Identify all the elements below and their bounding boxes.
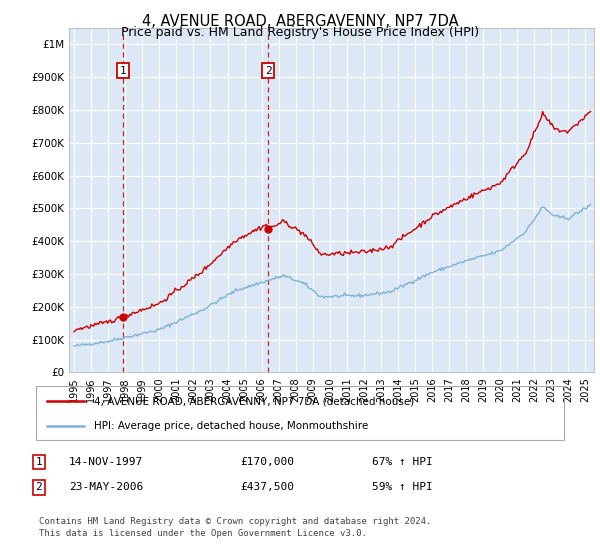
Text: £170,000: £170,000 — [240, 457, 294, 467]
Text: 4, AVENUE ROAD, ABERGAVENNY, NP7 7DA (detached house): 4, AVENUE ROAD, ABERGAVENNY, NP7 7DA (de… — [94, 396, 415, 407]
Text: 23-MAY-2006: 23-MAY-2006 — [69, 482, 143, 492]
Text: 67% ↑ HPI: 67% ↑ HPI — [372, 457, 433, 467]
Text: 1: 1 — [119, 66, 127, 76]
Text: £437,500: £437,500 — [240, 482, 294, 492]
Text: Contains HM Land Registry data © Crown copyright and database right 2024.
This d: Contains HM Land Registry data © Crown c… — [39, 517, 431, 538]
Text: HPI: Average price, detached house, Monmouthshire: HPI: Average price, detached house, Monm… — [94, 421, 368, 431]
Text: 2: 2 — [265, 66, 272, 76]
Text: 59% ↑ HPI: 59% ↑ HPI — [372, 482, 433, 492]
Text: 4, AVENUE ROAD, ABERGAVENNY, NP7 7DA: 4, AVENUE ROAD, ABERGAVENNY, NP7 7DA — [142, 14, 458, 29]
Text: Price paid vs. HM Land Registry's House Price Index (HPI): Price paid vs. HM Land Registry's House … — [121, 26, 479, 39]
Text: 1: 1 — [35, 457, 43, 467]
Text: 2: 2 — [35, 482, 43, 492]
Text: 14-NOV-1997: 14-NOV-1997 — [69, 457, 143, 467]
